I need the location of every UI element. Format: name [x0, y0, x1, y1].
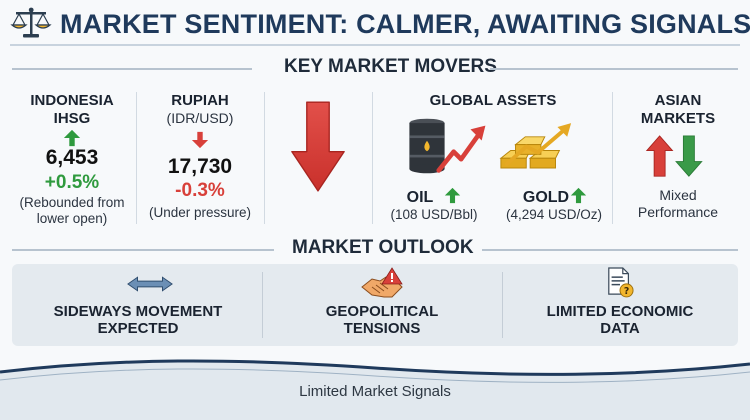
- mixed-arrows-icon: [645, 135, 703, 177]
- asian-note-line2: Performance: [637, 204, 719, 220]
- title-divider: [10, 44, 740, 46]
- heading-rule-left: [12, 249, 274, 251]
- oil-arrow-up-icon: [444, 187, 461, 204]
- title-bar: MARKET SENTIMENT: CALMER, AWAITING SIGNA…: [0, 0, 750, 46]
- big-arrow-down-icon: [291, 101, 345, 192]
- arrow-down-icon: [191, 131, 209, 149]
- gold-arrow-up-icon: [570, 187, 587, 204]
- outlook-divider: [262, 272, 263, 338]
- document-question-icon: ?: [608, 267, 634, 298]
- heading-rule-left: [12, 68, 252, 70]
- oil-barrel-icon: [409, 118, 445, 174]
- rupiah-name: RUPIAH: [171, 92, 229, 109]
- rupiah-note: (Under pressure): [148, 205, 252, 220]
- ihsg-change: +0.5%: [44, 172, 100, 193]
- handshake-warning-icon: [361, 267, 403, 298]
- oil-label: OIL: [406, 189, 434, 206]
- ihsg-note-line2: lower open): [36, 211, 108, 226]
- outlook-heading-label: MARKET OUTLOOK: [292, 237, 474, 258]
- sideways-arrow-icon: [127, 276, 173, 292]
- gold-bars-icon: [499, 123, 572, 169]
- ihsg-value: 6,453: [45, 146, 99, 169]
- svg-text:?: ?: [624, 286, 629, 297]
- movers-heading: KEY MARKET MOVERS: [12, 56, 738, 82]
- movers-heading-label: KEY MARKET MOVERS: [284, 56, 497, 77]
- gold-label: GOLD: [522, 189, 570, 206]
- column-divider: [136, 92, 137, 224]
- global-assets-heading: GLOBAL ASSETS: [429, 92, 557, 109]
- heading-rule-right: [490, 68, 738, 70]
- asian-note-line1: Mixed: [659, 187, 697, 203]
- outlook-divider: [502, 272, 503, 338]
- outlook-item-1-line2: EXPECTED: [97, 320, 179, 337]
- rupiah-sub: (IDR/USD): [166, 110, 234, 126]
- gold-price: (4,294 USD/Oz): [505, 207, 603, 222]
- footer-caption: Limited Market Signals: [299, 383, 451, 400]
- outlook-heading: MARKET OUTLOOK: [12, 237, 738, 263]
- asian-name-line2: MARKETS: [640, 110, 716, 127]
- heading-rule-right: [482, 249, 738, 251]
- column-divider: [612, 92, 613, 224]
- rupiah-change: -0.3%: [175, 180, 225, 201]
- outlook-item-3-line1: LIMITED ECONOMIC: [546, 303, 694, 320]
- rupiah-value: 17,730: [167, 155, 233, 178]
- outlook-item-2-line2: TENSIONS: [343, 320, 421, 337]
- oil-trend-arrow-icon: [436, 125, 486, 173]
- asian-name-line1: ASIAN: [654, 92, 702, 109]
- footer-wave: [0, 359, 750, 420]
- outlook-item-1-line1: SIDEWAYS MOVEMENT: [53, 303, 223, 320]
- column-divider: [264, 92, 265, 224]
- ihsg-note-line1: (Rebounded from: [19, 195, 125, 210]
- ihsg-name-line1: INDONESIA: [30, 92, 114, 109]
- column-divider: [372, 92, 373, 224]
- outlook-item-3-line2: DATA: [600, 320, 640, 337]
- oil-price: (108 USD/Bbl): [390, 207, 478, 222]
- ihsg-name-line2: IHSG: [53, 110, 91, 127]
- scale-icon: [10, 7, 52, 38]
- outlook-item-2-line1: GEOPOLITICAL: [325, 303, 439, 320]
- page-title: MARKET SENTIMENT: CALMER, AWAITING SIGNA…: [60, 9, 750, 39]
- arrow-up-icon: [63, 129, 81, 147]
